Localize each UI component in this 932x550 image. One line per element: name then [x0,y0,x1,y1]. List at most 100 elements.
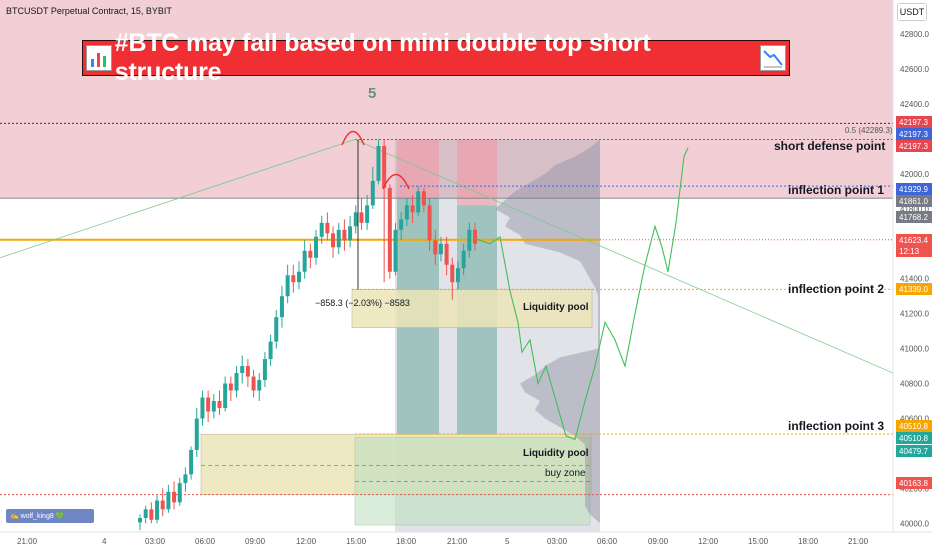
x-tick-label: 21:00 [17,537,38,546]
candle-body [444,243,449,265]
candle-body [262,359,267,381]
x-tick-label: 18:00 [798,537,819,546]
short-defense-label: short defense point [774,139,886,153]
candle-body [206,397,211,412]
time-axis[interactable] [0,532,932,550]
fib-label: 0.5 (42289.3) [845,126,893,135]
candle-body [410,205,415,213]
price-label-text: 42197.3 [899,142,928,151]
candle-body [217,401,222,408]
price-label-box [896,420,932,432]
y-tick-label: 40600.0 [900,414,929,423]
y-tick-label: 40000.0 [900,519,929,528]
y-tick-label: 41400.0 [900,275,929,284]
price-label-box [896,432,932,444]
price-label-box [896,245,932,257]
y-tick-label: 41800.0 [900,205,929,214]
candle-body [325,222,330,234]
volume-profile [495,139,600,524]
price-label-box [896,128,932,140]
candle-body [461,250,466,269]
price-label-box [896,195,932,207]
candle-body [382,145,387,188]
candle-body [200,397,205,419]
candle-body [257,380,262,391]
author-badge: ✍ wolf_king8 💚 [6,509,94,523]
price-label-box [896,183,932,195]
x-tick-label: 03:00 [547,537,568,546]
candle-body [268,341,273,360]
candle-body [194,418,199,450]
wave-number-label: 5 [368,85,377,102]
candle-body [336,229,341,248]
candle-body [211,401,216,412]
x-tick-label: 09:00 [245,537,266,546]
x-tick-label: 15:00 [346,537,367,546]
symbol-title: BTCUSDT Perpetual Contract, 15, BYBIT [6,6,172,16]
candle-body [319,222,324,237]
candle-body [404,205,409,220]
y-tick-label: 41000.0 [900,345,929,354]
price-label-text: 40510.8 [899,422,928,431]
currency-button[interactable]: USDT [897,3,927,21]
price-label-text: 42197.3 [899,118,928,127]
x-tick-label: 4 [102,537,107,546]
y-tick-label: 42600.0 [900,65,929,74]
x-tick-label: 06:00 [597,537,618,546]
double-top-arc-1 [341,130,365,146]
candle-body [166,491,171,510]
candle-body [342,229,347,241]
candle-body [251,376,256,391]
candle-body [138,518,142,523]
x-tick-label: 09:00 [648,537,669,546]
candle-body [353,212,358,227]
y-tick-label: 42400.0 [900,100,929,109]
price-label-box [896,234,932,246]
x-tick-label: 15:00 [748,537,769,546]
y-tick-label: 42800.0 [900,30,929,39]
candle-body [183,474,188,484]
buy-zone-box [354,437,591,526]
candle-body [296,271,301,283]
price-label-text: 41929.9 [899,185,928,194]
price-label-box [896,283,932,295]
x-tick-label: 12:00 [698,537,719,546]
candle-body [240,366,245,374]
bar-chart-icon [86,45,112,71]
candle-body [473,229,477,244]
candle-body [314,236,319,258]
candle-body [370,180,375,206]
price-label-text: 41768.2 [899,213,928,222]
price-label-box [896,211,932,223]
y-tick-label: 41200.0 [900,310,929,319]
measure-label: −858.3 (−2.03%) −8583 [315,298,410,308]
candle-body [155,500,160,520]
price-label-text: 40479.7 [899,447,928,456]
banner-title: #BTC may fall based on mini double top s… [114,29,651,86]
price-label-text: 41623.4 [899,236,928,245]
candle-body [421,191,426,206]
liquidity-pool-lower-label: Liquidity pool [523,448,589,459]
candle-body [228,383,233,391]
candle-body [302,250,307,272]
x-tick-label: 06:00 [195,537,216,546]
inflection-point-3-label: inflection point 3 [788,419,884,433]
y-tick-label: 40800.0 [900,380,929,389]
candle-body [331,233,336,248]
candle-body [365,205,370,223]
candle-body [149,509,154,520]
candle-body [172,491,177,503]
candle-body [416,191,421,213]
chart-decreasing-icon [760,45,787,71]
x-tick-label: 21:00 [447,537,468,546]
price-label-text: 42197.3 [899,130,928,139]
price-label-text: 40510.8 [899,434,928,443]
rising-trendline [0,139,356,259]
candle-body [189,449,194,475]
price-axis[interactable] [893,0,932,550]
candle-body [234,373,239,391]
candle-body [160,500,165,510]
candle-body [279,296,284,318]
